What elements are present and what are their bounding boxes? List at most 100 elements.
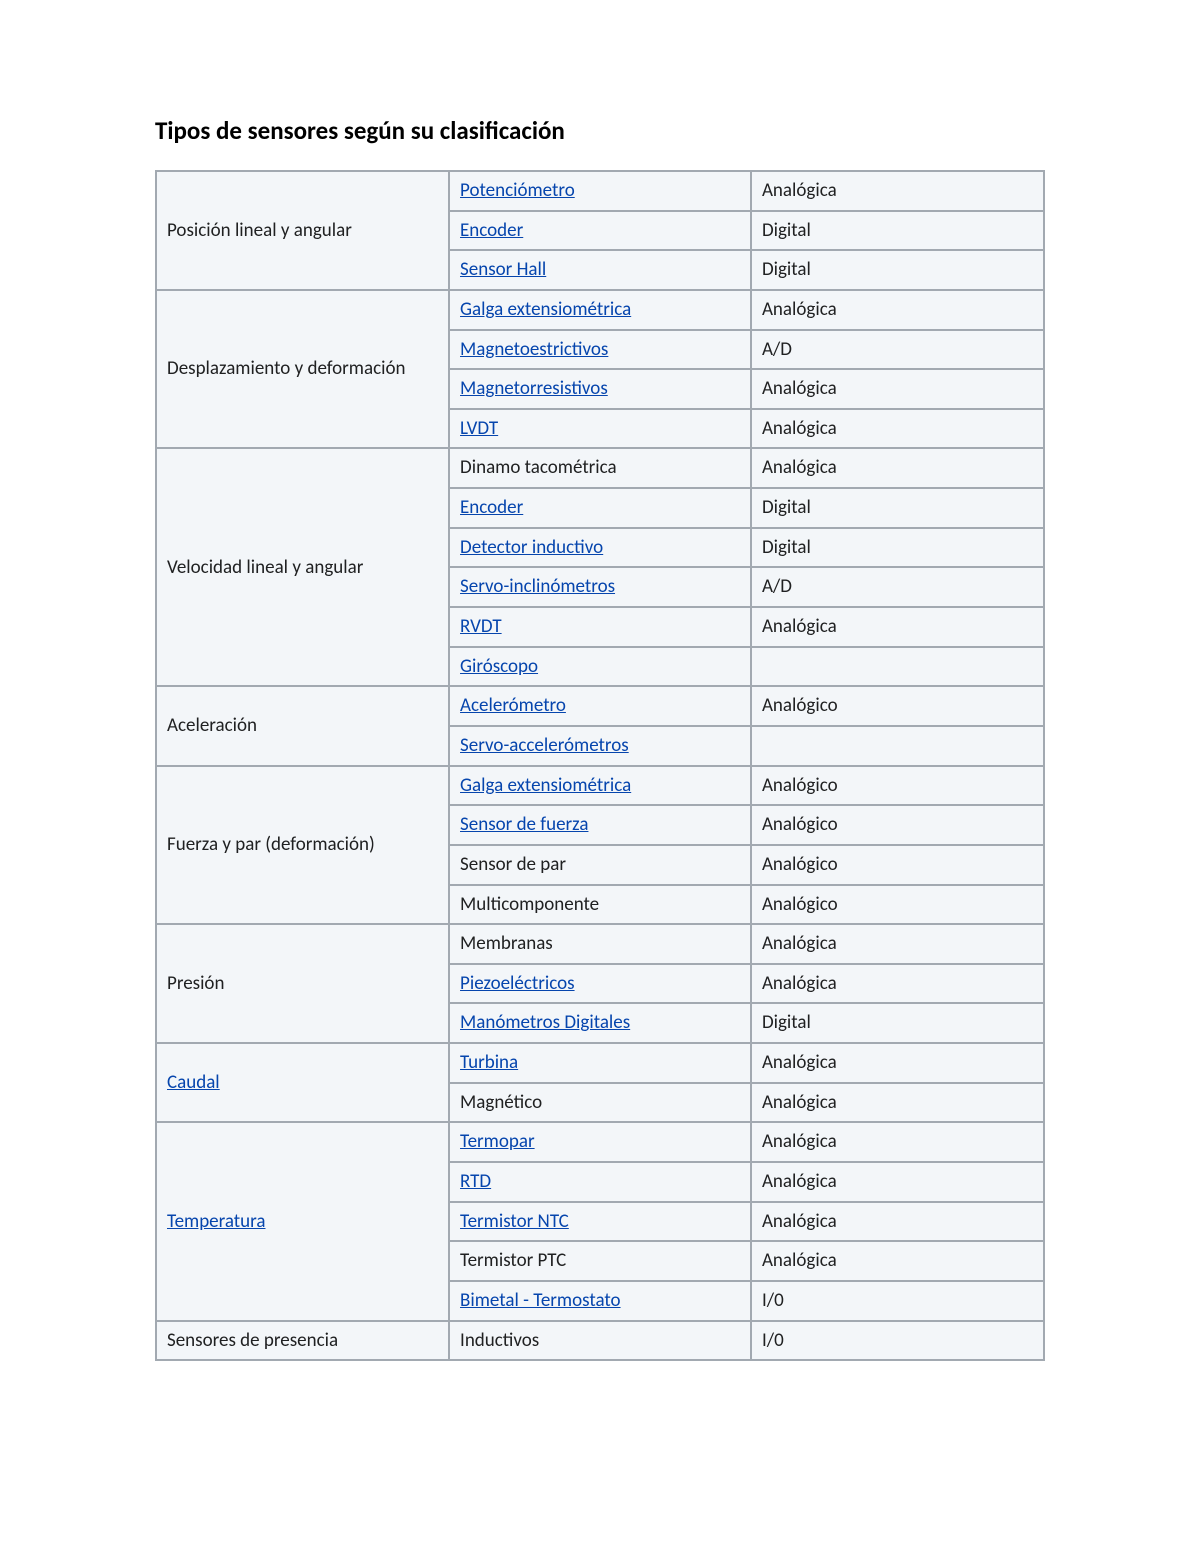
sensor-cell: Galga extensiométrica xyxy=(449,290,751,330)
category-link[interactable]: Temperatura xyxy=(167,1210,265,1233)
output-label: Digital xyxy=(762,219,811,242)
output-cell: Analógico xyxy=(751,885,1044,925)
category-cell: Presión xyxy=(156,924,449,1043)
category-cell: Sensores de presencia xyxy=(156,1321,449,1361)
output-cell: I/0 xyxy=(751,1281,1044,1321)
output-label: A/D xyxy=(762,338,792,361)
sensor-link[interactable]: Piezoeléctricos xyxy=(460,972,575,995)
table-row: Sensores de presenciaInductivosI/0 xyxy=(156,1321,1044,1361)
output-cell: Analógico xyxy=(751,845,1044,885)
sensor-link[interactable]: Galga extensiométrica xyxy=(460,298,631,321)
sensor-link[interactable]: LVDT xyxy=(460,417,498,440)
output-cell: I/0 xyxy=(751,1321,1044,1361)
sensor-cell: Servo-inclinómetros xyxy=(449,567,751,607)
sensor-cell: Galga extensiométrica xyxy=(449,766,751,806)
sensor-link[interactable]: Servo-accelerómetros xyxy=(460,734,629,757)
output-label: Analógica xyxy=(762,179,837,202)
output-label: Analógico xyxy=(762,813,838,836)
output-cell: Analógica xyxy=(751,1043,1044,1083)
sensor-label: Membranas xyxy=(460,932,553,955)
category-link[interactable]: Caudal xyxy=(167,1071,220,1094)
sensor-link[interactable]: RVDT xyxy=(460,615,502,638)
table-row: TemperaturaTermoparAnalógica xyxy=(156,1122,1044,1162)
output-cell xyxy=(751,726,1044,766)
output-cell: Analógica xyxy=(751,1241,1044,1281)
sensor-link[interactable]: Magnetorresistivos xyxy=(460,377,608,400)
sensor-link[interactable]: Termopar xyxy=(460,1130,535,1153)
category-label: Aceleración xyxy=(167,714,257,737)
category-cell: Fuerza y par (deformación) xyxy=(156,766,449,925)
sensor-link[interactable]: Magnetoestrictivos xyxy=(460,338,608,361)
sensor-cell: Multicomponente xyxy=(449,885,751,925)
output-label: Digital xyxy=(762,258,811,281)
output-label: Analógica xyxy=(762,1170,837,1193)
sensor-link[interactable]: Servo-inclinómetros xyxy=(460,575,615,598)
category-cell: Desplazamiento y deformación xyxy=(156,290,449,449)
sensor-link[interactable]: Turbina xyxy=(460,1051,518,1074)
document-page: Tipos de sensores según su clasificación… xyxy=(0,0,1200,1461)
output-cell: Analógica xyxy=(751,1083,1044,1123)
output-cell: Analógica xyxy=(751,290,1044,330)
output-cell: Analógica xyxy=(751,369,1044,409)
output-label: Digital xyxy=(762,1011,811,1034)
sensor-cell: Turbina xyxy=(449,1043,751,1083)
sensor-link[interactable]: Sensor Hall xyxy=(460,258,546,281)
output-label: Analógica xyxy=(762,456,837,479)
output-label: Analógica xyxy=(762,972,837,995)
sensor-link[interactable]: Manómetros Digitales xyxy=(460,1011,630,1034)
output-cell: Analógico xyxy=(751,686,1044,726)
sensor-link[interactable]: Termistor NTC xyxy=(460,1210,569,1233)
sensor-cell: Giróscopo xyxy=(449,647,751,687)
table-row: Posición lineal y angularPotenciómetroAn… xyxy=(156,171,1044,211)
output-label: Analógico xyxy=(762,893,838,916)
page-title: Tipos de sensores según su clasificación xyxy=(155,115,1045,146)
sensor-link[interactable]: Acelerómetro xyxy=(460,694,566,717)
output-cell: Analógica xyxy=(751,448,1044,488)
sensor-link[interactable]: Potenciómetro xyxy=(460,179,575,202)
sensor-link[interactable]: Encoder xyxy=(460,219,523,242)
output-cell: A/D xyxy=(751,330,1044,370)
output-cell: Digital xyxy=(751,211,1044,251)
output-cell: Analógica xyxy=(751,1162,1044,1202)
output-label: Analógica xyxy=(762,1210,837,1233)
output-label: Analógica xyxy=(762,615,837,638)
sensor-cell: Bimetal - Termostato xyxy=(449,1281,751,1321)
output-label: Analógico xyxy=(762,853,838,876)
sensor-cell: Dinamo tacométrica xyxy=(449,448,751,488)
sensor-link[interactable]: Galga extensiométrica xyxy=(460,774,631,797)
sensor-link[interactable]: Encoder xyxy=(460,496,523,519)
sensor-cell: Servo-accelerómetros xyxy=(449,726,751,766)
sensor-label: Multicomponente xyxy=(460,893,599,916)
sensor-cell: Encoder xyxy=(449,211,751,251)
output-cell: Analógica xyxy=(751,1202,1044,1242)
category-label: Velocidad lineal y angular xyxy=(167,556,363,579)
sensor-cell: Magnetorresistivos xyxy=(449,369,751,409)
output-label: Analógica xyxy=(762,298,837,321)
output-cell: Analógica xyxy=(751,964,1044,1004)
table-row: PresiónMembranasAnalógica xyxy=(156,924,1044,964)
sensor-link[interactable]: RTD xyxy=(460,1170,491,1193)
output-cell: Analógico xyxy=(751,805,1044,845)
sensor-cell: Termistor NTC xyxy=(449,1202,751,1242)
output-label: Analógica xyxy=(762,1051,837,1074)
sensor-link[interactable]: Detector inductivo xyxy=(460,536,603,559)
output-label: Analógica xyxy=(762,932,837,955)
output-label: Analógica xyxy=(762,1091,837,1114)
table-row: AceleraciónAcelerómetroAnalógico xyxy=(156,686,1044,726)
sensor-link[interactable]: Bimetal - Termostato xyxy=(460,1289,621,1312)
sensor-cell: RTD xyxy=(449,1162,751,1202)
sensor-cell: Encoder xyxy=(449,488,751,528)
category-cell: Velocidad lineal y angular xyxy=(156,448,449,686)
sensor-cell: Acelerómetro xyxy=(449,686,751,726)
sensor-link[interactable]: Giróscopo xyxy=(460,655,538,678)
sensor-label: Dinamo tacométrica xyxy=(460,456,617,479)
output-cell: Digital xyxy=(751,528,1044,568)
sensor-label: Magnético xyxy=(460,1091,542,1114)
output-cell: Digital xyxy=(751,488,1044,528)
sensor-cell: Detector inductivo xyxy=(449,528,751,568)
category-cell: Temperatura xyxy=(156,1122,449,1320)
sensor-link[interactable]: Sensor de fuerza xyxy=(460,813,588,836)
output-label: Analógica xyxy=(762,417,837,440)
output-cell: Analógico xyxy=(751,766,1044,806)
output-cell: Digital xyxy=(751,1003,1044,1043)
